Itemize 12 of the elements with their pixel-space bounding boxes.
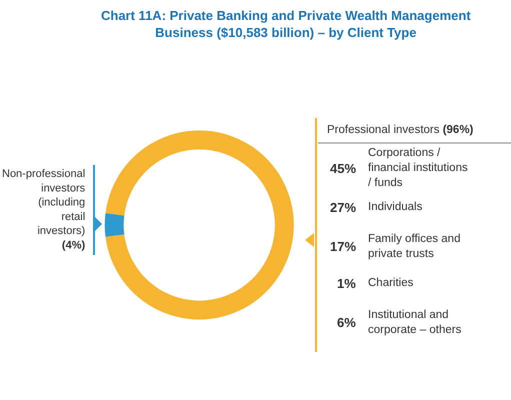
text: 17% Family offices and private trusts xyxy=(330,233,460,260)
donut-slice xyxy=(104,213,124,237)
text: 6% Institutional and corporate – others xyxy=(337,309,462,336)
text: 1% Charities xyxy=(337,276,414,291)
slice-label: Non-professional investors (including retail investors) xyxy=(2,168,86,238)
slice-label: Professional investors xyxy=(327,124,440,136)
data-label: (4%) xyxy=(62,240,86,252)
text: 27% Individuals xyxy=(330,200,423,215)
chart-title: Chart 11A: Private Banking and Private Wealth Management Business ($10,583 billion) – by Client Type xyxy=(101,8,472,40)
data-label: (96%) xyxy=(442,124,474,136)
text: 45% Corporations / financial institutions / funds xyxy=(330,147,468,189)
donut-slice xyxy=(106,130,294,320)
